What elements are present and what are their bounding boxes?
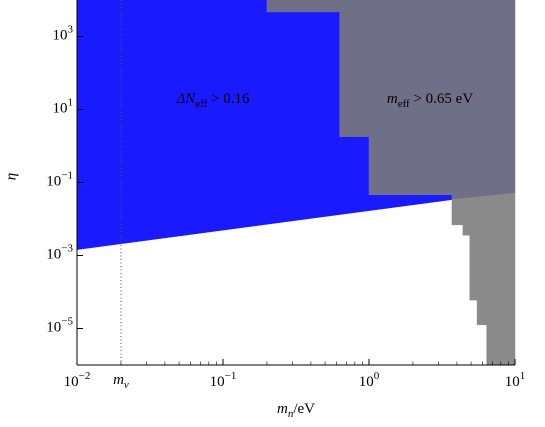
tick-base: 10 (46, 247, 61, 263)
reference-label: mν (113, 372, 129, 390)
label-sub: n (288, 408, 294, 420)
tick-base: 10 (359, 374, 374, 390)
annotation-part: > 0.16 (207, 91, 250, 107)
label-sub: ν (124, 379, 129, 391)
label-part: m (277, 401, 288, 417)
tick-label: 10−2 (64, 370, 91, 391)
annotation: meff > 0.65 eV (387, 91, 473, 109)
annotation-sub: eff (398, 98, 410, 110)
tick-label: 101 (505, 370, 526, 391)
tick-exponent: 1 (68, 96, 74, 108)
tick-base: 10 (53, 101, 68, 117)
tick-exponent: −1 (61, 169, 73, 181)
tick-label: 10−1 (210, 370, 237, 391)
tick-label: 10−5 (46, 315, 73, 336)
tick-base: 10 (46, 320, 61, 336)
region (451, 192, 516, 366)
annotation-part: ΔN (175, 91, 196, 107)
tick-exponent: −2 (79, 370, 91, 382)
annotation-sub: eff (195, 98, 207, 110)
tick-base: 10 (46, 174, 61, 190)
label-part: /eV (293, 401, 315, 417)
tick-exponent: 0 (374, 370, 380, 382)
tick-exponent: −1 (225, 370, 237, 382)
label-part: m (113, 372, 124, 388)
tick-base: 10 (505, 374, 520, 390)
tick-exponent: −3 (61, 242, 73, 254)
tick-label: 101 (53, 96, 74, 117)
tick-label: 10−1 (46, 169, 73, 190)
annotation: ΔNeff > 0.16 (175, 91, 250, 109)
region (266, 0, 516, 200)
tick-base: 10 (64, 374, 79, 390)
tick-exponent: 1 (520, 370, 526, 382)
tick-exponent: 3 (68, 23, 74, 35)
tick-base: 10 (53, 28, 68, 44)
annotation-part: > 0.65 eV (410, 91, 474, 107)
tick-base: 10 (210, 374, 225, 390)
tick-label: 100 (359, 370, 380, 391)
y-axis-label: η (3, 173, 19, 180)
tick-label: 10−3 (46, 242, 73, 263)
tick-label: 103 (53, 23, 74, 44)
x-axis-label: mn/eV (277, 401, 315, 419)
tick-exponent: −5 (61, 315, 73, 327)
annotation-part: m (387, 91, 398, 107)
